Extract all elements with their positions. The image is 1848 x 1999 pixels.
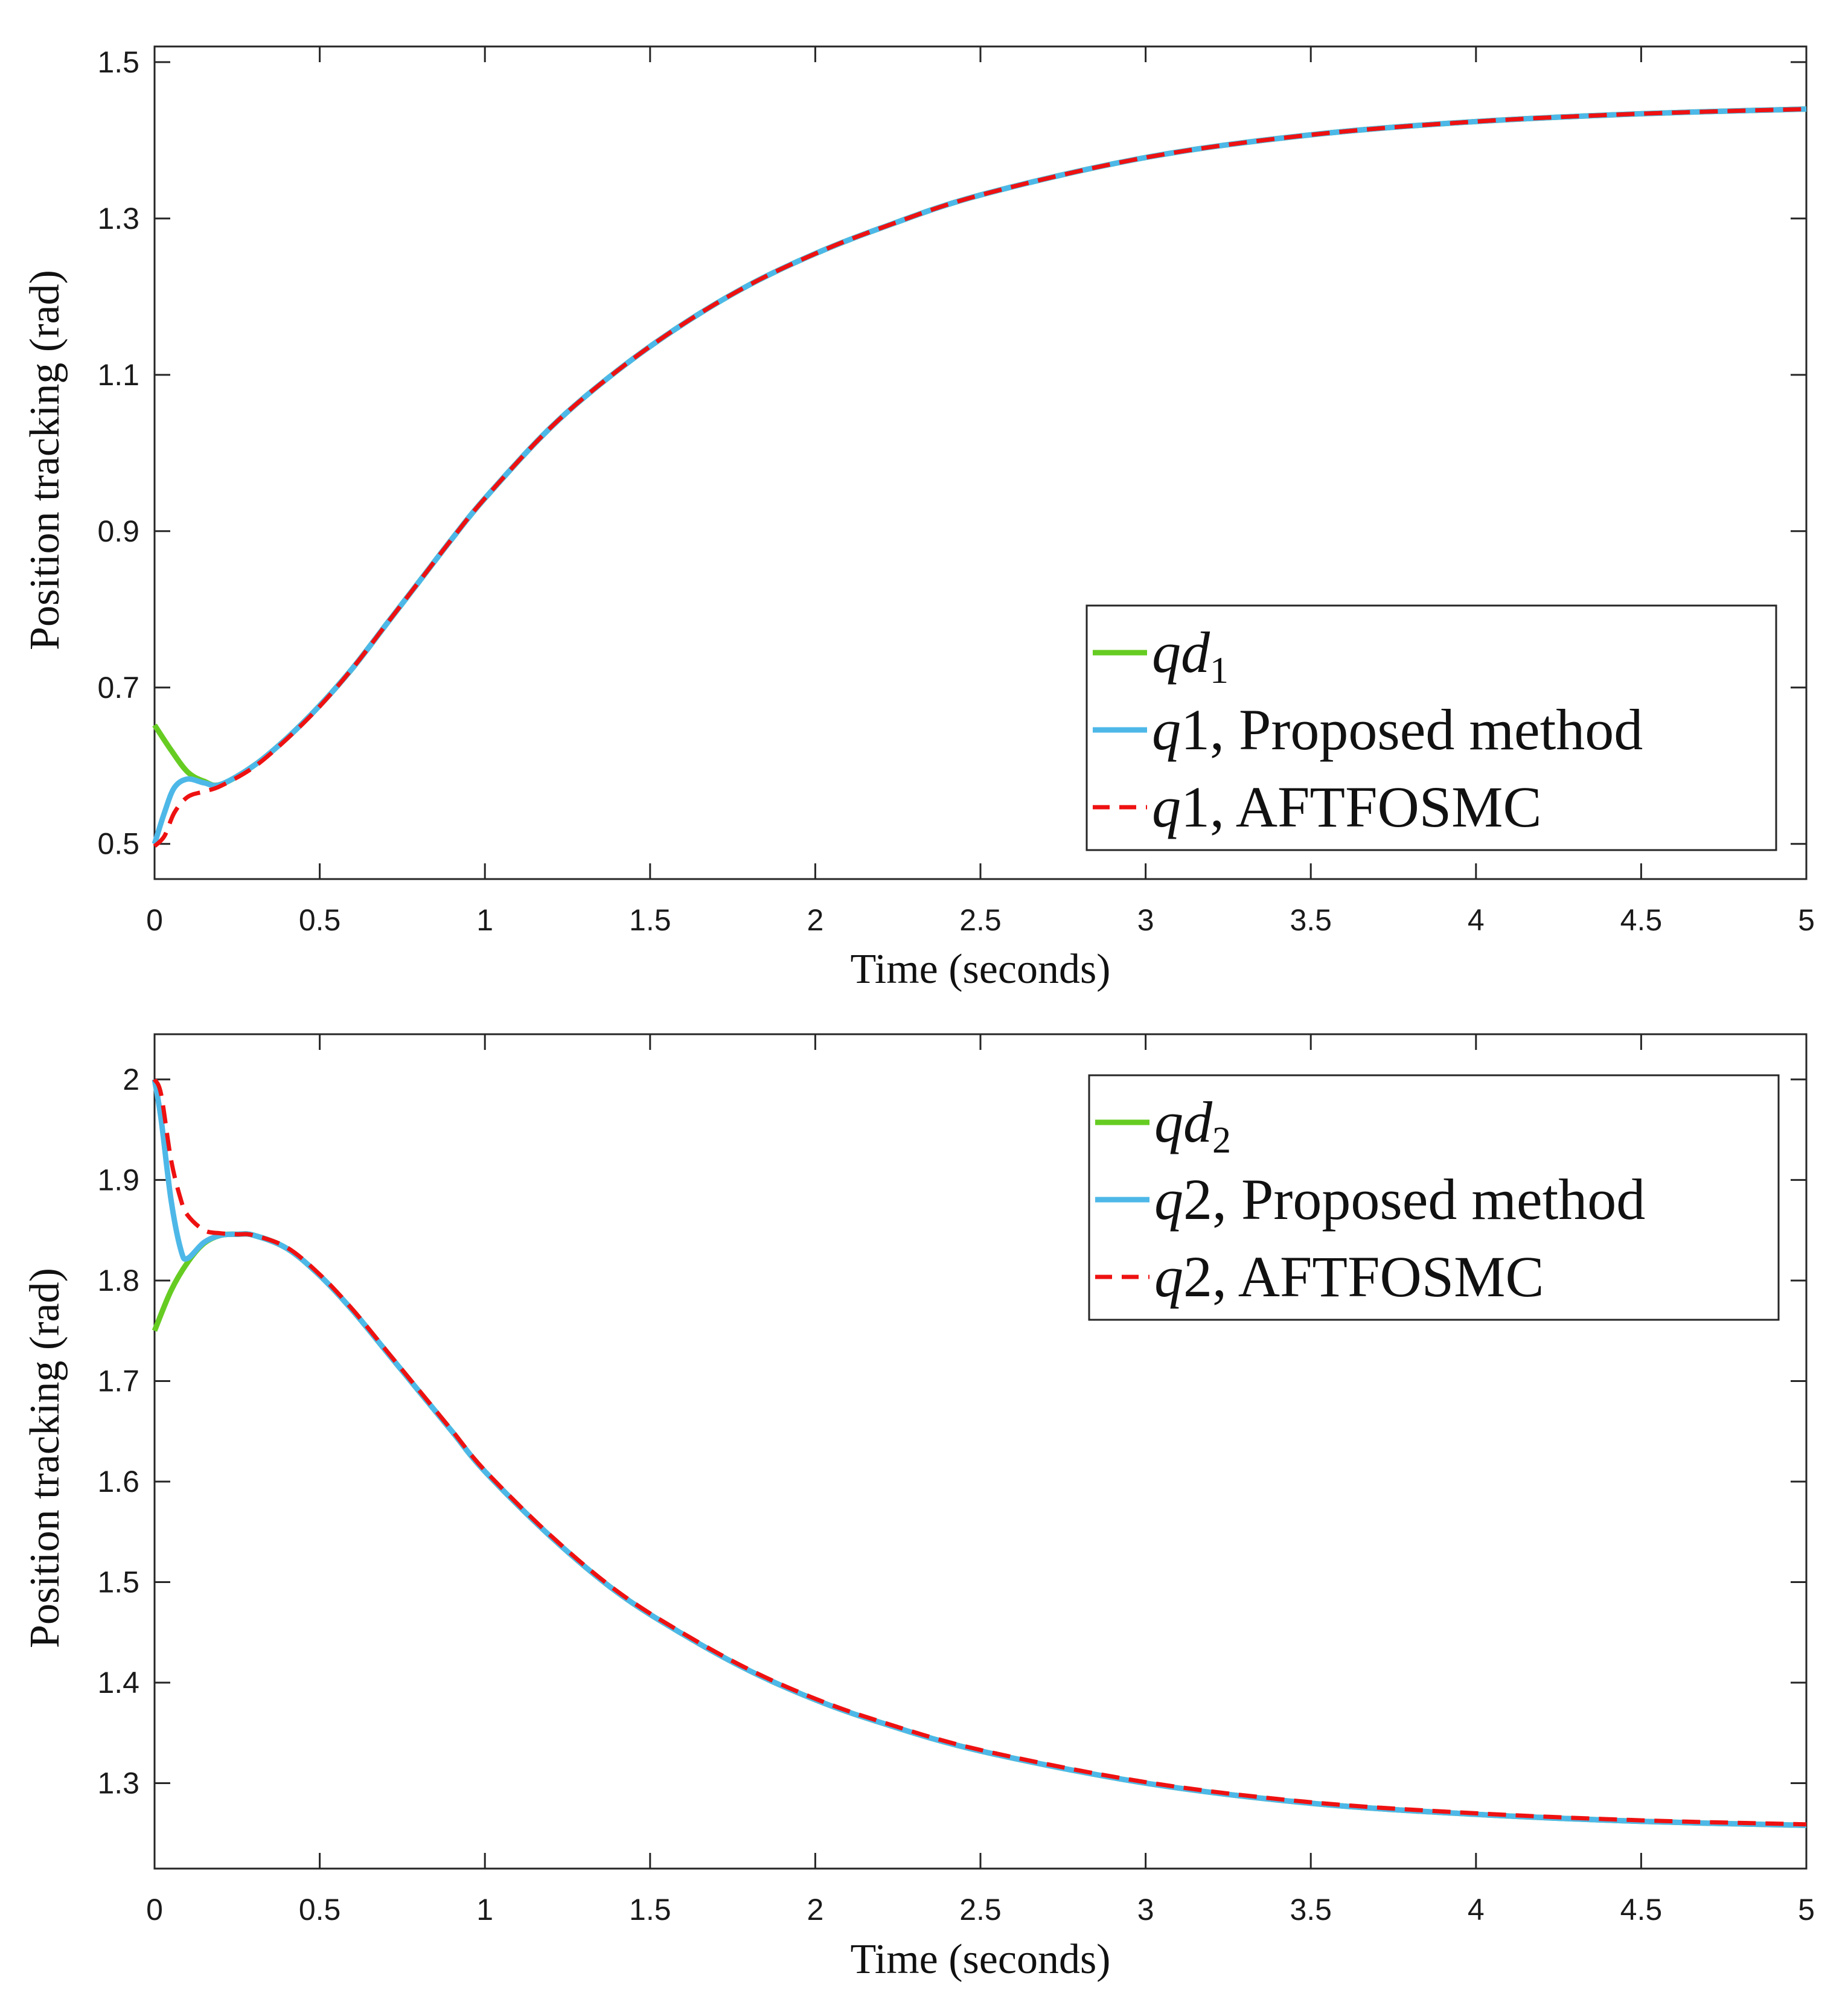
legend-box xyxy=(1088,1074,1780,1321)
x-tick-label: 1.5 xyxy=(629,903,671,937)
x-tick-label: 4 xyxy=(1468,1893,1485,1927)
x-tick-label: 1 xyxy=(476,1893,493,1927)
x-tick-label: 5 xyxy=(1798,1893,1815,1927)
y-tick-label: 1.8 xyxy=(97,1264,139,1297)
x-tick-label: 5 xyxy=(1798,903,1815,937)
legend-label-1: qd1 xyxy=(1152,620,1229,691)
x-tick-label: 1 xyxy=(476,903,493,937)
y-tick-label: 1.3 xyxy=(97,202,139,235)
x-tick-label: 0.5 xyxy=(299,903,341,937)
x-tick-label: 2 xyxy=(807,1893,823,1927)
x-tick-label: 0 xyxy=(146,1893,163,1927)
y-tick-label: 1.6 xyxy=(97,1465,139,1498)
x-tick-label: 0.5 xyxy=(299,1893,341,1927)
x-tick-label: 4 xyxy=(1468,903,1485,937)
x-tick-label: 4.5 xyxy=(1620,903,1663,937)
legend-box xyxy=(1085,604,1777,851)
y-axis-title: Position tracking (rad) xyxy=(22,1268,68,1648)
x-tick-label: 3.5 xyxy=(1290,903,1332,937)
legend-label-2: q1, Proposed method xyxy=(1152,697,1643,762)
x-tick-label: 2 xyxy=(807,903,823,937)
x-tick-label: 4.5 xyxy=(1620,1893,1663,1927)
x-tick-label: 2.5 xyxy=(959,1893,1002,1927)
x-tick-label: 3.5 xyxy=(1290,1893,1332,1927)
legend-label-2: q2, Proposed method xyxy=(1154,1167,1645,1232)
legend-label-3: q1, AFTFOSMC xyxy=(1152,775,1542,839)
y-tick-label: 0.7 xyxy=(97,671,139,705)
x-tick-label: 3 xyxy=(1137,903,1154,937)
y-tick-label: 0.9 xyxy=(97,514,139,548)
y-tick-label: 1.9 xyxy=(97,1163,139,1197)
x-tick-label: 2.5 xyxy=(959,903,1002,937)
y-tick-label: 1.7 xyxy=(97,1364,139,1398)
x-tick-label: 0 xyxy=(146,903,163,937)
y-tick-label: 1.5 xyxy=(97,45,139,79)
y-tick-label: 1.5 xyxy=(97,1565,139,1599)
y-tick-label: 0.5 xyxy=(97,827,139,861)
y-tick-label: 1.3 xyxy=(97,1766,139,1800)
x-tick-label: 3 xyxy=(1137,1893,1154,1927)
x-axis-title: Time (seconds) xyxy=(850,946,1110,993)
y-tick-label: 2 xyxy=(123,1063,139,1096)
series-line-2 xyxy=(152,1079,1807,1828)
series-line-3 xyxy=(152,1078,1807,1827)
y-axis-title: Position tracking (rad) xyxy=(22,270,68,650)
legend-label-1: qd2 xyxy=(1154,1090,1231,1161)
legend-label-3: q2, AFTFOSMC xyxy=(1154,1244,1544,1309)
series-line-3 xyxy=(153,107,1807,848)
y-tick-label: 1.1 xyxy=(97,358,139,392)
top-chart: Time (seconds) Position tracking (rad) 0… xyxy=(22,45,1815,993)
x-tick-label: 1.5 xyxy=(629,1893,671,1927)
bottom-chart: Time (seconds) Position tracking (rad) 0… xyxy=(22,1033,1815,1983)
x-axis-title: Time (seconds) xyxy=(850,1936,1110,1983)
y-tick-label: 1.4 xyxy=(97,1666,139,1700)
